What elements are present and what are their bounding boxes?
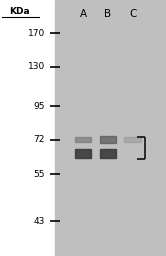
Bar [100,149,116,158]
Text: 72: 72 [33,135,45,144]
Text: C: C [129,9,136,19]
Text: 55: 55 [33,169,45,179]
Text: 130: 130 [28,62,45,71]
Bar [75,149,91,158]
Text: 43: 43 [33,217,45,226]
Text: KDa: KDa [10,7,30,16]
Text: 95: 95 [33,102,45,111]
Bar [75,137,91,142]
Bar [124,137,141,142]
Bar [100,136,116,143]
Text: B: B [104,9,111,19]
Text: A: A [80,9,86,19]
Bar [55,0,166,256]
Text: 170: 170 [28,29,45,38]
